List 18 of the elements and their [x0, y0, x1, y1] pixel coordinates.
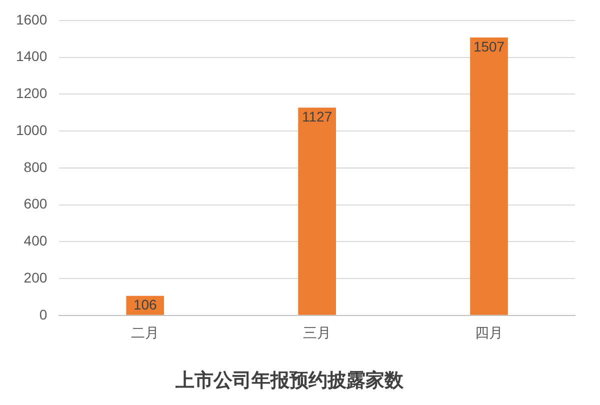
- y-tick-label: 1200: [16, 85, 48, 102]
- y-tick-label: 1600: [16, 11, 48, 28]
- data-label: 106: [133, 296, 158, 313]
- bar: [298, 108, 336, 315]
- x-tick-label: 三月: [303, 325, 332, 342]
- bar: [470, 38, 508, 315]
- y-tick-label: 1400: [16, 48, 48, 64]
- y-tick-label: 0: [39, 306, 48, 322]
- data-label: 1507: [473, 38, 505, 54]
- x-tick-label: 四月: [475, 325, 504, 342]
- y-tick-label: 1000: [16, 122, 48, 138]
- text: 上市公司年报预约披露家数: [174, 370, 404, 392]
- y-tick-label: 400: [24, 232, 48, 249]
- y-tick-label: 800: [24, 158, 48, 175]
- x-tick-label: 二月: [131, 325, 160, 342]
- y-tick-label: 600: [24, 196, 48, 212]
- y-tick-label: 200: [24, 269, 48, 286]
- data-label: 1127: [302, 108, 332, 124]
